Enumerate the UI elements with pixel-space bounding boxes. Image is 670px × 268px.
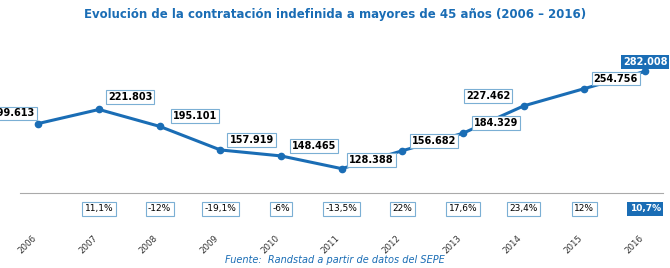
Text: 195.101: 195.101 — [173, 111, 217, 121]
Text: -12%: -12% — [148, 204, 172, 213]
Text: 2009: 2009 — [198, 233, 220, 255]
Text: 23,4%: 23,4% — [510, 204, 538, 213]
Text: 128.388: 128.388 — [349, 155, 393, 165]
Text: -6%: -6% — [272, 204, 290, 213]
Text: 199.613: 199.613 — [0, 109, 36, 118]
Text: 2011: 2011 — [320, 233, 342, 255]
Text: 2010: 2010 — [259, 233, 281, 255]
Text: -19,1%: -19,1% — [204, 204, 237, 213]
Text: 221.803: 221.803 — [108, 92, 153, 102]
Text: 2015: 2015 — [563, 233, 584, 255]
Text: Fuente:  Randstad a partir de datos del SEPE: Fuente: Randstad a partir de datos del S… — [225, 255, 445, 265]
Text: 254.756: 254.756 — [594, 73, 638, 84]
Text: 184.329: 184.329 — [474, 118, 519, 128]
Text: 10,7%: 10,7% — [630, 204, 661, 213]
Text: 2016: 2016 — [623, 233, 645, 255]
Text: 2008: 2008 — [138, 233, 159, 255]
Text: 11,1%: 11,1% — [84, 204, 113, 213]
Text: Evolución de la contratación indefinida a mayores de 45 años (2006 – 2016): Evolución de la contratación indefinida … — [84, 8, 586, 21]
Text: 227.462: 227.462 — [466, 91, 511, 101]
Text: 2006: 2006 — [16, 233, 38, 255]
Text: 2013: 2013 — [441, 233, 463, 255]
Text: 2014: 2014 — [502, 233, 524, 255]
Text: 282.008: 282.008 — [623, 57, 667, 67]
Text: 157.919: 157.919 — [229, 135, 273, 145]
Text: 2012: 2012 — [381, 233, 403, 255]
Text: 156.682: 156.682 — [411, 136, 456, 146]
Text: 12%: 12% — [574, 204, 594, 213]
Text: 17,6%: 17,6% — [449, 204, 477, 213]
Text: 22%: 22% — [393, 204, 412, 213]
Text: 148.465: 148.465 — [292, 141, 336, 151]
Text: -13,5%: -13,5% — [326, 204, 358, 213]
Text: 2007: 2007 — [77, 233, 99, 255]
